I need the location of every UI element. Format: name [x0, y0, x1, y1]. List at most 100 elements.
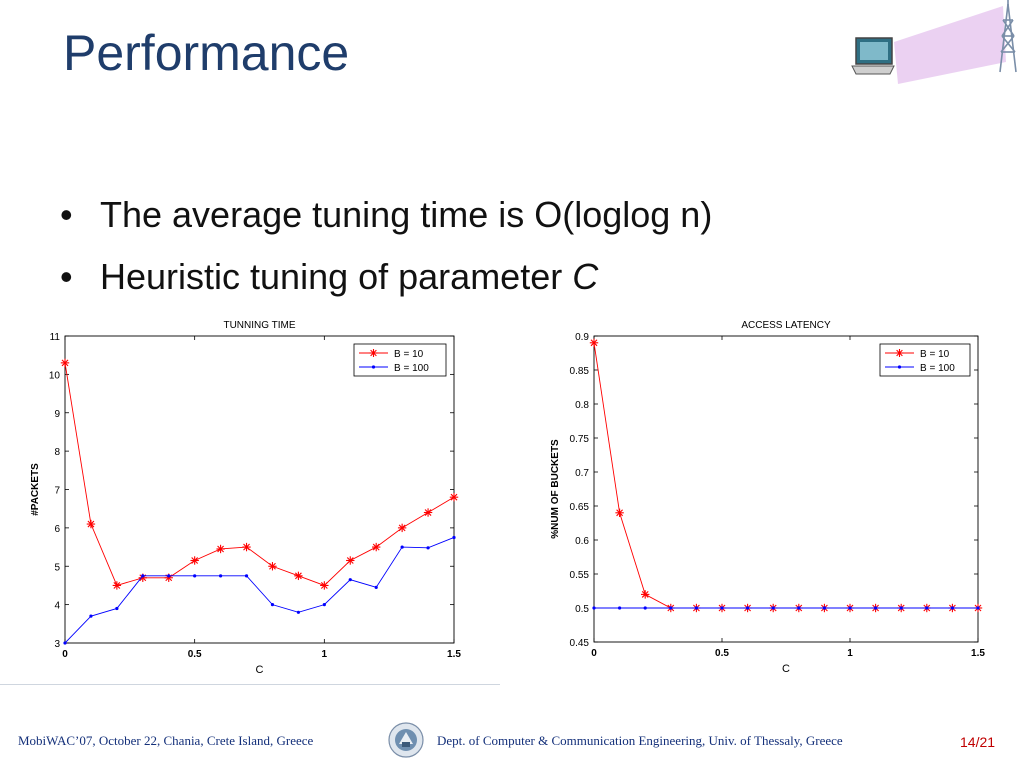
legend-marker	[895, 349, 904, 357]
page-number: 14/21	[960, 734, 996, 750]
series-line	[64, 362, 455, 586]
data-point	[141, 574, 145, 578]
data-point	[63, 641, 67, 645]
bullet-item: The average tuning time is O(loglog n)	[60, 192, 712, 254]
data-point	[797, 606, 801, 610]
y-tick-label: 5	[54, 562, 60, 573]
laptop-icon	[851, 37, 895, 75]
bullet-param: C	[572, 256, 599, 297]
data-point	[400, 545, 404, 549]
legend-marker	[371, 365, 376, 369]
y-tick-label: 6	[54, 524, 60, 535]
y-tick-label: 0.6	[575, 536, 589, 547]
data-point	[112, 581, 122, 590]
legend-marker	[369, 349, 378, 357]
chart-title: TUNNING TIME	[223, 320, 295, 331]
x-tick-label: 1.5	[447, 649, 461, 660]
data-point	[746, 606, 750, 610]
data-point	[589, 338, 599, 347]
data-point	[86, 519, 96, 529]
data-point	[720, 606, 724, 610]
data-point	[346, 556, 355, 565]
data-point	[822, 606, 826, 610]
data-point	[244, 574, 249, 578]
data-point	[874, 606, 878, 610]
y-tick-label: 0.7	[575, 468, 589, 479]
data-point	[242, 542, 251, 552]
data-point	[641, 590, 650, 599]
data-point	[193, 574, 197, 578]
legend-box	[353, 343, 447, 377]
x-tick-label: 0	[591, 648, 597, 659]
y-tick-label: 0.45	[570, 638, 590, 649]
footer-divider	[0, 684, 500, 685]
data-point	[270, 603, 275, 607]
bullet-list: The average tuning time is O(loglog n) H…	[60, 192, 712, 316]
data-point	[615, 508, 624, 517]
legend: B = 10 B = 100	[353, 343, 447, 377]
x-tick-label: 0	[62, 649, 68, 660]
footer-conference: MobiWAC’07, October 22, Chania, Crete Is…	[18, 733, 314, 748]
data-point	[449, 492, 459, 502]
data-point	[268, 562, 277, 571]
university-seal-icon	[388, 722, 424, 758]
x-tick-label: 0.5	[188, 649, 202, 660]
data-point	[694, 606, 698, 610]
data-point	[219, 574, 223, 578]
data-point	[216, 544, 225, 554]
bullet-item: Heuristic tuning of parameter C	[60, 254, 712, 316]
legend: B = 10 B = 100	[879, 343, 971, 377]
plot-frame	[593, 335, 979, 643]
y-tick-label: 8	[54, 447, 60, 458]
data-point	[669, 606, 673, 610]
bullet-text: Heuristic tuning of parameter	[100, 256, 573, 297]
data-point	[643, 606, 647, 610]
data-point	[374, 585, 378, 589]
y-tick-label: 0.75	[570, 434, 590, 445]
data-point	[60, 358, 70, 368]
legend-box	[879, 343, 971, 377]
data-point	[89, 614, 93, 618]
wireless-logo	[851, 0, 1017, 84]
data-point	[294, 571, 303, 581]
bullet-text: The average tuning time is O(loglog n)	[100, 194, 713, 235]
data-point	[348, 578, 352, 582]
y-tick-label: 10	[49, 370, 61, 381]
plot-frame	[64, 335, 455, 644]
y-tick-label: 9	[54, 409, 60, 420]
y-tick-label: 0.85	[570, 366, 590, 377]
data-point	[322, 603, 326, 607]
y-tick-label: 7	[54, 486, 60, 497]
data-point	[592, 606, 596, 610]
series-line	[593, 342, 978, 609]
footer-department: Dept. of Computer & Communication Engine…	[437, 733, 843, 748]
legend-label: B = 10	[394, 349, 424, 360]
legend-label: B = 100	[394, 363, 429, 374]
x-tick-label: 1	[322, 649, 328, 660]
series-line	[64, 537, 455, 644]
y-tick-label: 3	[54, 639, 60, 650]
data-point	[167, 574, 171, 578]
x-axis-label: C	[256, 664, 264, 676]
slide-title: Performance	[63, 25, 350, 81]
x-tick-label: 1	[847, 648, 853, 659]
y-tick-label: 0.9	[575, 332, 589, 343]
data-point	[771, 606, 775, 610]
chart-title: ACCESS LATENCY	[741, 320, 831, 331]
data-point	[296, 610, 300, 614]
data-point	[320, 581, 329, 590]
x-tick-label: 1.5	[971, 648, 985, 659]
y-tick-label: 0.65	[570, 502, 590, 513]
y-tick-label: 4	[54, 601, 60, 612]
y-axis-label: %NUM OF BUCKETS	[550, 439, 561, 539]
x-axis-label: C	[782, 663, 790, 675]
legend-label: B = 100	[920, 363, 955, 374]
y-tick-label: 0.5	[575, 604, 589, 615]
access-latency-chart: ACCESS LATENCY 0 0.5 1 1.5 0.45 0.5 0.55 0.6 0.65…	[550, 320, 985, 675]
antenna-tower-icon	[999, 0, 1017, 73]
tuning-time-chart: TUNNING TIME 0 0.5 1 1.5 3 4 5 6 7 8 9 10 11 C #PACKETS…	[30, 320, 461, 676]
data-point	[976, 606, 980, 610]
data-point	[848, 606, 852, 610]
data-point	[899, 606, 903, 610]
data-point	[950, 606, 954, 610]
